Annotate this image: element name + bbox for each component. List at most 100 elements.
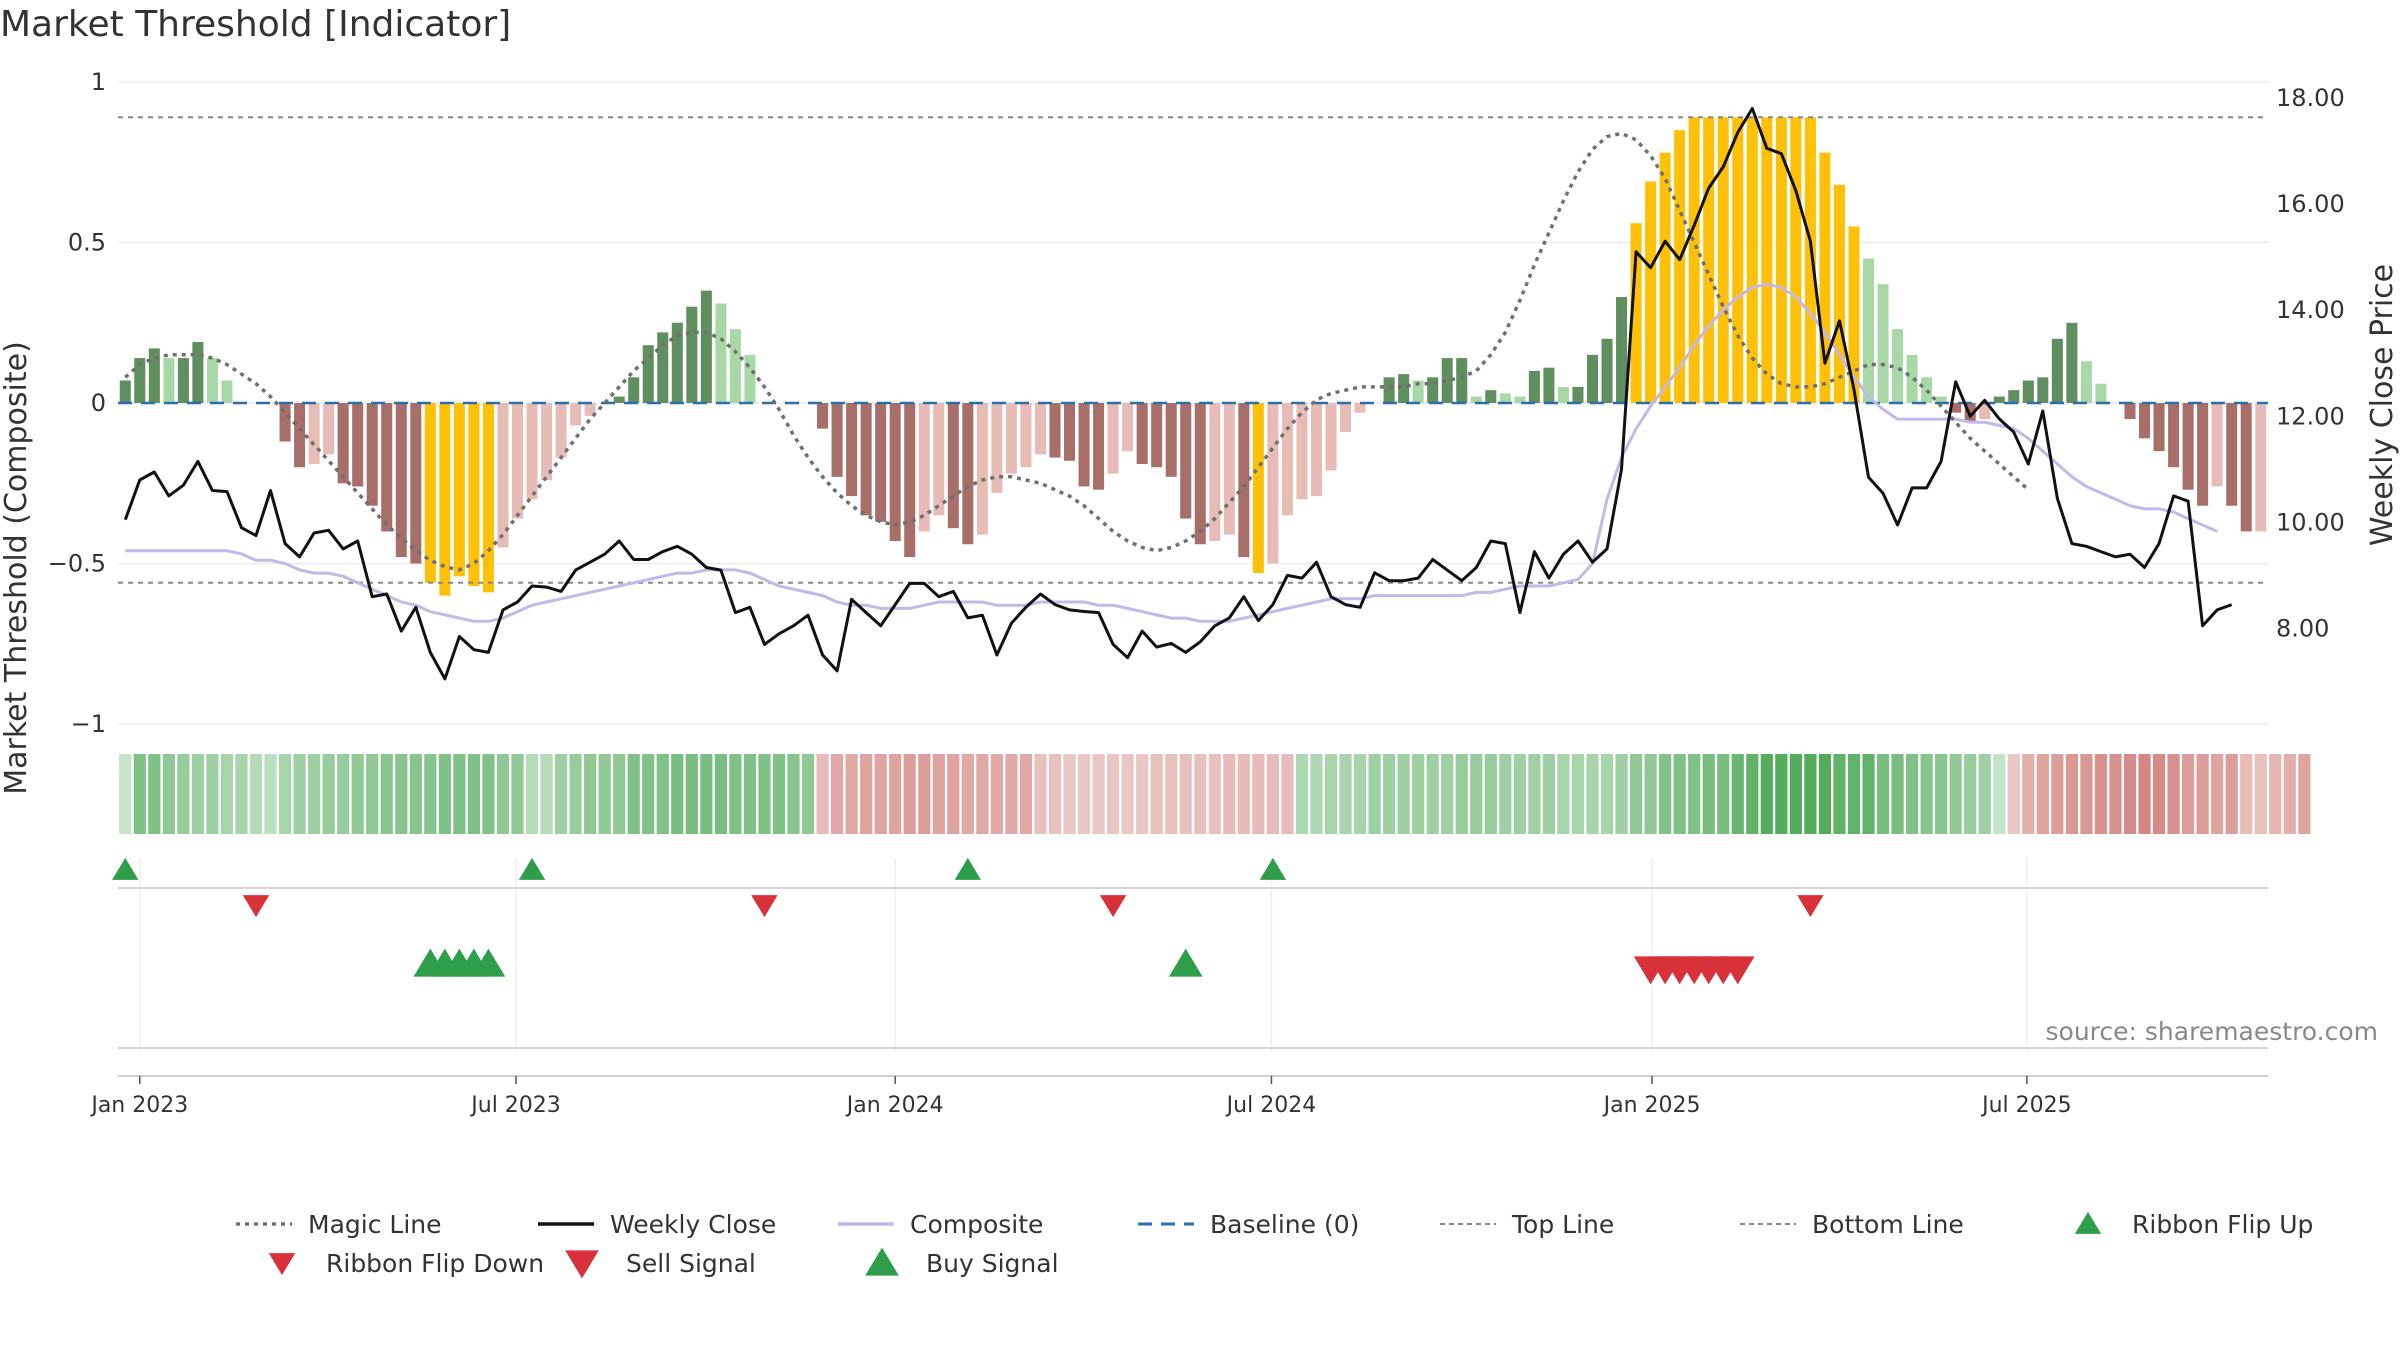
composite-bar — [1122, 403, 1134, 452]
composite-bar — [366, 403, 378, 506]
composite-bar — [991, 403, 1003, 493]
composite-bar — [1267, 403, 1279, 564]
ribbon-cell — [206, 754, 219, 834]
composite-bar — [2139, 403, 2151, 439]
ribbon-cell — [2022, 754, 2035, 834]
ribbon-cell — [743, 754, 757, 834]
composite-bar — [337, 403, 349, 484]
ribbon-cell — [2196, 754, 2209, 834]
ribbon-cell — [918, 754, 931, 834]
composite-bar — [526, 403, 538, 500]
ribbon-cell — [1455, 754, 1468, 834]
legend-item: Ribbon Flip Up — [2074, 1210, 2313, 1239]
composite-bar — [2037, 377, 2049, 403]
ribbon-cell — [482, 754, 495, 834]
composite-bar — [1107, 403, 1119, 474]
composite-bar — [511, 403, 524, 519]
ribbon-cell — [1935, 754, 1948, 834]
ribbon-cell — [1383, 754, 1396, 834]
legend-label: Baseline (0) — [1210, 1210, 1359, 1239]
ribbon-cell — [366, 754, 379, 834]
composite-bar — [1238, 403, 1250, 558]
ribbon-cell — [1600, 754, 1614, 834]
composite-bar — [323, 403, 335, 455]
ribbon-cell — [772, 754, 786, 834]
weekly-close-line — [123, 107, 2233, 681]
ribbon-cell — [729, 754, 742, 834]
y2-tick-label: 12.00 — [2276, 402, 2345, 430]
ribbon-cell — [453, 754, 466, 834]
composite-bar — [613, 396, 625, 403]
composite-bar — [1383, 377, 1395, 403]
ribbon-cell — [2167, 754, 2180, 834]
ribbon-cell — [1862, 754, 1875, 834]
ribbon-cell — [1818, 754, 1832, 834]
ribbon-cell — [1266, 754, 1279, 834]
ribbon-cell — [2051, 754, 2064, 834]
ribbon-cell — [1659, 754, 1672, 834]
ribbon-cell — [1223, 754, 1236, 834]
y2-tick-label: 18.00 — [2276, 84, 2345, 112]
composite-bar — [1543, 367, 1555, 403]
ribbon-cell — [1615, 754, 1628, 834]
ribbon-flip-down-marker — [242, 895, 270, 918]
ribbon-cell — [119, 754, 132, 834]
composite-bar — [1761, 117, 1773, 403]
composite-bars — [119, 117, 2267, 596]
composite-bar — [2197, 403, 2209, 506]
composite-bar — [1325, 403, 1337, 471]
composite-bar — [1151, 403, 1163, 468]
composite-bar — [1456, 358, 1468, 403]
ribbon-cell — [700, 754, 713, 834]
composite-bar — [2080, 361, 2092, 403]
composite-bar — [1136, 403, 1148, 464]
composite-bar — [206, 358, 218, 403]
ribbon-cell — [133, 754, 146, 834]
composite-bar — [1935, 396, 1947, 403]
composite-bar — [831, 403, 843, 477]
ribbon-cell — [642, 754, 655, 834]
triangle-down-icon — [268, 1253, 296, 1276]
composite-bar — [482, 403, 494, 593]
legend-label: Weekly Close — [610, 1210, 776, 1239]
composite-bar — [2182, 403, 2194, 490]
chart-title: Market Threshold [Indicator] — [0, 4, 512, 45]
composite-bar — [439, 403, 451, 596]
y-axis-right: 18.00 16.00 14.00 12.00 10.00 8.00 — [2276, 84, 2345, 643]
ribbon-cell — [845, 754, 858, 834]
composite-bar — [381, 403, 393, 532]
legend-item: Bottom Line — [1740, 1210, 1964, 1239]
ribbon-cell — [540, 754, 553, 834]
ribbon-cell — [685, 754, 698, 834]
x-tick-label: Jan 2025 — [1602, 1093, 1701, 1118]
ribbon-cell — [1295, 754, 1309, 834]
composite-bar — [1165, 403, 1177, 477]
ribbon-cell — [2109, 754, 2122, 834]
ribbon-cell — [1978, 754, 1991, 834]
ribbon-cell — [2065, 754, 2078, 834]
legend-label: Composite — [910, 1210, 1043, 1239]
composite-bar — [555, 403, 567, 458]
composite-bar — [1688, 117, 1700, 403]
composite-bar — [700, 290, 712, 403]
composite-bar — [744, 354, 756, 403]
ribbon-cell — [1165, 754, 1178, 834]
buy-signal-marker — [471, 948, 506, 977]
ribbon-cell — [293, 754, 306, 834]
composite-bar — [1528, 370, 1540, 403]
ribbon-flip-up-marker — [954, 857, 982, 880]
composite-bar — [1064, 403, 1076, 461]
ribbon-cell — [1484, 754, 1497, 834]
ribbon-cell — [1034, 754, 1047, 834]
ribbon-cell — [322, 754, 335, 834]
composite-bar — [962, 403, 974, 545]
composite-bar — [1005, 403, 1017, 474]
ribbon-cell — [264, 754, 277, 834]
ribbon-cell — [1905, 754, 1919, 834]
composite-bar — [1281, 403, 1293, 516]
ribbon-cell — [2152, 754, 2166, 834]
ribbon-cell — [1353, 754, 1367, 834]
composite-bar — [570, 403, 582, 426]
composite-bar — [1223, 403, 1235, 535]
x-tick-label: Jul 2023 — [469, 1093, 561, 1118]
